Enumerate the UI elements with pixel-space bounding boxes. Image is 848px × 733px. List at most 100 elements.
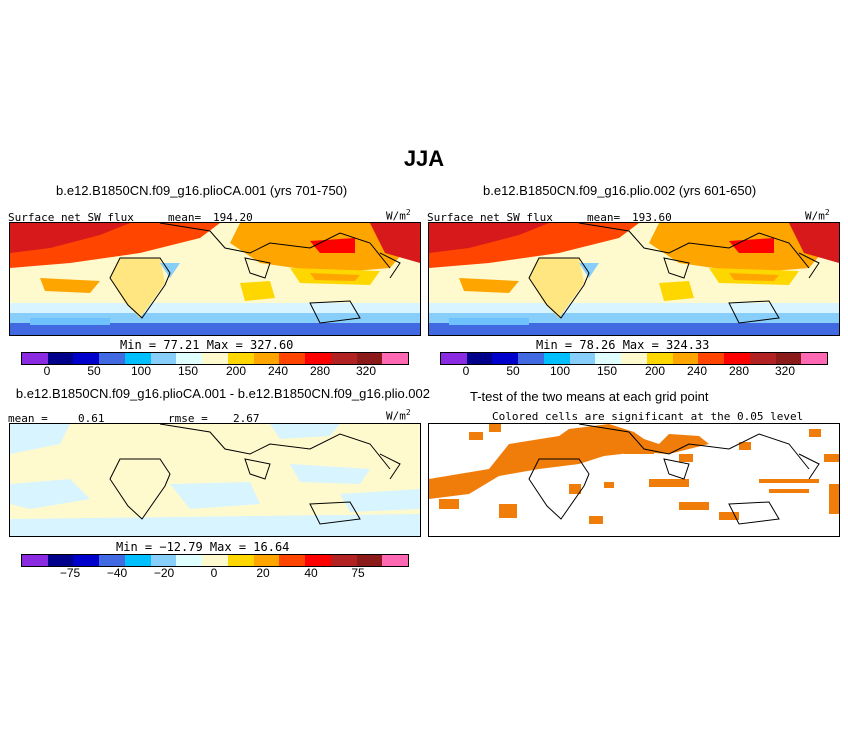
- panel-bottom-left-map: [9, 423, 421, 537]
- panel-top-right-title: b.e12.B1850CN.f09_g16.plio.002 (yrs 601-…: [483, 183, 757, 198]
- colorbar-swatch: [73, 555, 100, 566]
- panel-bottom-right-subtitle: Colored cells are significant at the 0.0…: [492, 410, 804, 423]
- panel-top-left-minmax: Min = 77.21 Max = 327.60: [120, 338, 294, 352]
- colorbar-swatch: [672, 353, 699, 364]
- cbar-tick: 40: [304, 566, 318, 580]
- cbar-tick: 200: [644, 364, 666, 378]
- colorbar-swatch: [73, 353, 100, 364]
- colorbar-swatch: [801, 353, 828, 364]
- figure-title: JJA: [403, 146, 445, 171]
- cbar-tick: 240: [686, 364, 708, 378]
- panel-bottom-left-mean-label: mean =: [8, 412, 48, 425]
- colorbar-swatch: [305, 555, 331, 566]
- colorbar-swatch: [22, 555, 48, 566]
- colorbar-swatch: [150, 555, 177, 566]
- colorbar-swatch: [227, 353, 254, 364]
- colorbar-swatch: [749, 353, 776, 364]
- panel-bottom-right-title: T-test of the two means at each grid poi…: [470, 389, 709, 404]
- colorbar-swatch: [441, 353, 467, 364]
- cbar-tick: 200: [225, 364, 247, 378]
- panel-top-right-mean-value: 193.60: [632, 211, 672, 224]
- cbar-tick: 0: [462, 364, 470, 378]
- colorbar-swatch: [330, 353, 357, 364]
- sw-flux-map-top-left: [10, 223, 420, 335]
- colorbar-swatch: [47, 353, 74, 364]
- colorbar-swatch: [150, 353, 177, 364]
- colorbar-swatch: [569, 353, 596, 364]
- colorbar-swatch: [253, 555, 280, 566]
- colorbar-swatch: [305, 353, 331, 364]
- panel-top-right-units: W/m2: [805, 208, 830, 223]
- cbar-tick: −20: [153, 566, 175, 580]
- cbar-tick: 0: [43, 364, 51, 378]
- colorbar-swatch: [227, 555, 254, 566]
- panel-bottom-left-mean-value: 0.61: [78, 412, 105, 425]
- colorbar-swatch: [646, 353, 673, 364]
- colorbar-swatch: [279, 555, 306, 566]
- colorbar-top-right: [440, 352, 828, 365]
- panel-bottom-left-minmax: Min = −12.79 Max = 16.64: [116, 540, 290, 554]
- colorbar-swatch: [22, 353, 48, 364]
- panel-top-left-map: [9, 222, 421, 336]
- sw-flux-map-top-right: [429, 223, 839, 335]
- cbar-tick: −75: [59, 566, 81, 580]
- colorbar-swatch: [356, 353, 383, 364]
- panel-bottom-left-title: b.e12.B1850CN.f09_g16.plioCA.001 - b.e12…: [15, 386, 430, 401]
- panel-bottom-left-rmse-label: rmse =: [168, 412, 208, 425]
- panel-top-left-variable: Surface net SW flux: [8, 211, 134, 224]
- colorbar-swatch: [124, 555, 151, 566]
- panel-bottom-right-map: [428, 423, 840, 537]
- colorbar-swatch: [253, 353, 280, 364]
- colorbar-swatch: [621, 353, 647, 364]
- colorbar-swatch: [595, 353, 622, 364]
- colorbar-swatch: [47, 555, 74, 566]
- cbar-tick: 280: [728, 364, 750, 378]
- colorbar-swatch: [202, 555, 228, 566]
- cbar-tick: −40: [106, 566, 128, 580]
- cbar-tick: 50: [506, 364, 520, 378]
- panel-top-left-mean-label: mean=: [168, 211, 202, 224]
- cbar-tick: 320: [355, 364, 377, 378]
- cbar-tick: 320: [774, 364, 796, 378]
- colorbar-swatch: [382, 353, 409, 364]
- cbar-tick: 100: [130, 364, 152, 378]
- colorbar-swatch: [724, 353, 750, 364]
- panel-bottom-left-rmse-value: 2.67: [233, 412, 260, 425]
- cbar-tick: 240: [267, 364, 289, 378]
- panel-top-left-units: W/m2: [386, 208, 411, 223]
- cbar-tick: 75: [351, 566, 365, 580]
- cbar-tick: 280: [309, 364, 331, 378]
- colorbar-swatch: [382, 555, 409, 566]
- cbar-tick: 100: [549, 364, 571, 378]
- panel-top-right-variable: Surface net SW flux: [427, 211, 553, 224]
- panel-top-left-mean-value: 194.20: [213, 211, 253, 224]
- cbar-tick: 20: [256, 566, 270, 580]
- panel-top-left-title: b.e12.B1850CN.f09_g16.plioCA.001 (yrs 70…: [56, 183, 348, 198]
- colorbar-swatch: [330, 555, 357, 566]
- difference-map: [10, 424, 420, 536]
- cbar-tick: 150: [177, 364, 199, 378]
- panel-top-right-minmax: Min = 78.26 Max = 324.33: [536, 338, 710, 352]
- colorbar-swatch: [202, 353, 228, 364]
- colorbar-swatch: [176, 353, 203, 364]
- colorbar-swatch: [279, 353, 306, 364]
- panel-bottom-left-units: W/m2: [386, 408, 411, 423]
- panel-top-right-mean-label: mean=: [587, 211, 621, 224]
- cbar-tick: 0: [210, 566, 218, 580]
- colorbar-swatch: [124, 353, 151, 364]
- colorbar-swatch: [466, 353, 493, 364]
- colorbar-swatch: [176, 555, 203, 566]
- cbar-tick: 150: [596, 364, 618, 378]
- colorbar-bottom-left: [21, 554, 409, 567]
- ttest-significance-map: [429, 424, 839, 536]
- colorbar-swatch: [775, 353, 802, 364]
- colorbar-swatch: [698, 353, 725, 364]
- colorbar-swatch: [518, 353, 544, 364]
- colorbar-swatch: [492, 353, 519, 364]
- colorbar-swatch: [99, 555, 125, 566]
- panel-top-right-map: [428, 222, 840, 336]
- colorbar-top-left: [21, 352, 409, 365]
- colorbar-swatch: [99, 353, 125, 364]
- colorbar-swatch: [543, 353, 570, 364]
- colorbar-swatch: [356, 555, 383, 566]
